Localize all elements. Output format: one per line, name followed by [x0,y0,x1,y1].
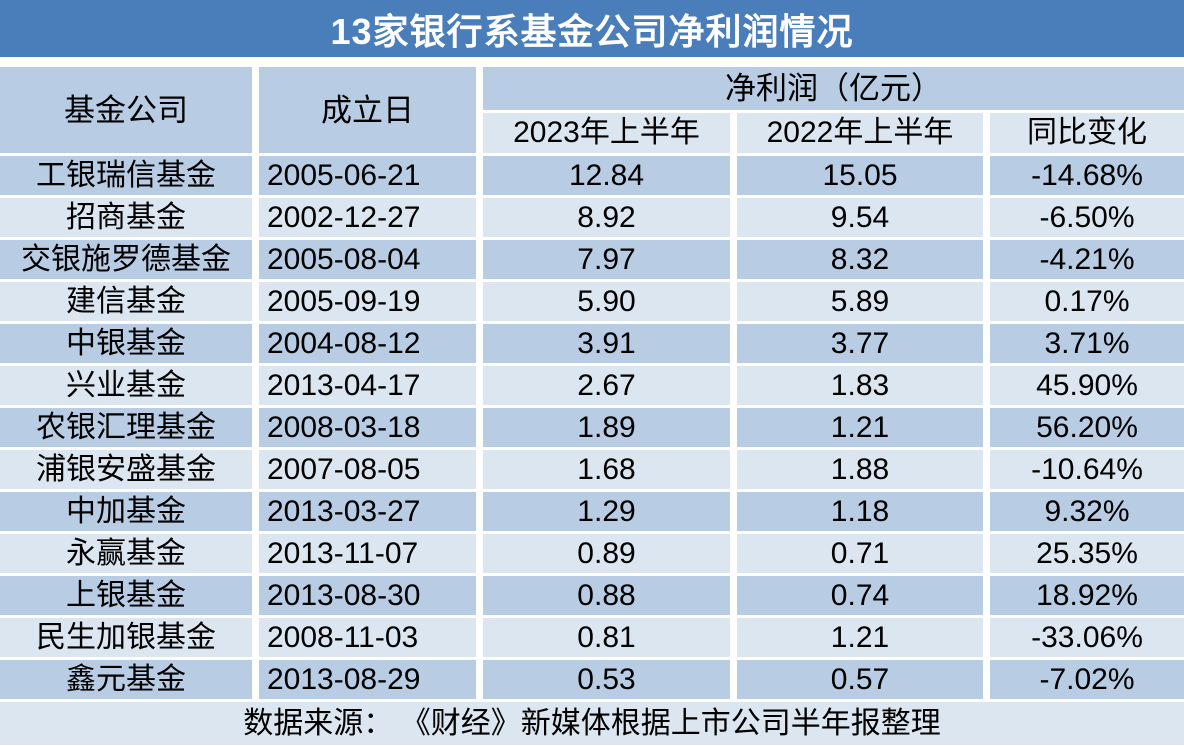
column-header-2023h1: 2023年上半年 [483,113,730,153]
data-source-footer: 数据来源： 《财经》新媒体根据上市公司半年报整理 [0,702,1184,745]
cell-company: 上银基金 [0,576,252,615]
column-header-founded-date: 成立日 [259,67,476,153]
cell-2023h1: 5.90 [483,282,730,321]
cell-founded-date: 2013-08-29 [259,660,476,699]
cell-yoy-change: 9.32% [990,492,1184,531]
cell-2023h1: 2.67 [483,366,730,405]
cell-yoy-change: -33.06% [990,618,1184,657]
cell-2022h1: 0.57 [737,660,983,699]
cell-company: 农银汇理基金 [0,408,252,447]
cell-company: 兴业基金 [0,366,252,405]
cell-2023h1: 0.89 [483,534,730,573]
cell-company: 工银瑞信基金 [0,156,252,195]
cell-company: 交银施罗德基金 [0,240,252,279]
cell-2022h1: 1.18 [737,492,983,531]
cell-2022h1: 15.05 [737,156,983,195]
cell-2023h1: 8.92 [483,198,730,237]
column-header-yoy-change: 同比变化 [990,113,1184,153]
cell-founded-date: 2002-12-27 [259,198,476,237]
cell-company: 中银基金 [0,324,252,363]
cell-yoy-change: 0.17% [990,282,1184,321]
cell-company: 民生加银基金 [0,618,252,657]
cell-yoy-change: -10.64% [990,450,1184,489]
cell-yoy-change: -14.68% [990,156,1184,195]
cell-yoy-change: -7.02% [990,660,1184,699]
column-header-company: 基金公司 [0,67,252,153]
cell-2022h1: 5.89 [737,282,983,321]
cell-2022h1: 1.21 [737,408,983,447]
fund-profit-table: 基金公司 成立日 净利润（亿元） 2023年上半年 2022年上半年 同比变化 … [0,67,1184,745]
cell-2023h1: 7.97 [483,240,730,279]
cell-yoy-change: 56.20% [990,408,1184,447]
cell-founded-date: 2007-08-05 [259,450,476,489]
cell-2023h1: 0.53 [483,660,730,699]
cell-yoy-change: -6.50% [990,198,1184,237]
cell-2022h1: 1.83 [737,366,983,405]
cell-founded-date: 2005-06-21 [259,156,476,195]
column-group-header-net-profit: 净利润（亿元） [483,67,1184,110]
cell-founded-date: 2013-04-17 [259,366,476,405]
cell-founded-date: 2005-08-04 [259,240,476,279]
cell-founded-date: 2013-08-30 [259,576,476,615]
cell-yoy-change: 25.35% [990,534,1184,573]
cell-company: 永赢基金 [0,534,252,573]
cell-company: 建信基金 [0,282,252,321]
cell-yoy-change: -4.21% [990,240,1184,279]
cell-yoy-change: 45.90% [990,366,1184,405]
cell-founded-date: 2008-11-03 [259,618,476,657]
cell-company: 招商基金 [0,198,252,237]
column-header-2022h1: 2022年上半年 [737,113,983,153]
cell-2023h1: 1.68 [483,450,730,489]
cell-2022h1: 8.32 [737,240,983,279]
page-title: 13家银行系基金公司净利润情况 [330,10,854,52]
cell-yoy-change: 3.71% [990,324,1184,363]
cell-2022h1: 9.54 [737,198,983,237]
cell-founded-date: 2008-03-18 [259,408,476,447]
cell-2022h1: 1.21 [737,618,983,657]
cell-company: 鑫元基金 [0,660,252,699]
cell-2023h1: 0.88 [483,576,730,615]
cell-2022h1: 0.74 [737,576,983,615]
cell-company: 中加基金 [0,492,252,531]
cell-founded-date: 2013-11-07 [259,534,476,573]
cell-2022h1: 1.88 [737,450,983,489]
cell-2022h1: 3.77 [737,324,983,363]
cell-founded-date: 2005-09-19 [259,282,476,321]
cell-2022h1: 0.71 [737,534,983,573]
cell-yoy-change: 18.92% [990,576,1184,615]
cell-2023h1: 3.91 [483,324,730,363]
cell-2023h1: 1.29 [483,492,730,531]
cell-2023h1: 12.84 [483,156,730,195]
title-bar: 13家银行系基金公司净利润情况 [0,0,1184,57]
cell-founded-date: 2004-08-12 [259,324,476,363]
cell-2023h1: 1.89 [483,408,730,447]
cell-founded-date: 2013-03-27 [259,492,476,531]
cell-company: 浦银安盛基金 [0,450,252,489]
cell-2023h1: 0.81 [483,618,730,657]
